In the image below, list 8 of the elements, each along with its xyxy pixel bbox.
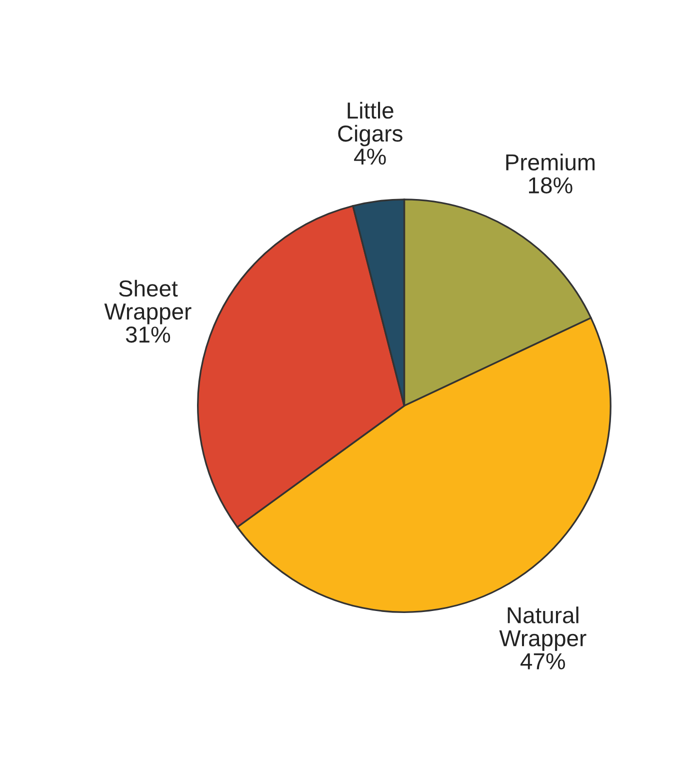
slice-label: Little Cigars xyxy=(338,102,402,146)
slice-label: Natural Wrapper xyxy=(499,606,586,651)
slice-label: Sheet Wrapper xyxy=(104,280,192,324)
data-label: 31% xyxy=(126,326,170,343)
slice-label: Premium xyxy=(506,154,595,170)
data-label: 18% xyxy=(529,177,572,194)
data-label: 47% xyxy=(520,653,566,670)
data-label: 4% xyxy=(354,148,386,165)
